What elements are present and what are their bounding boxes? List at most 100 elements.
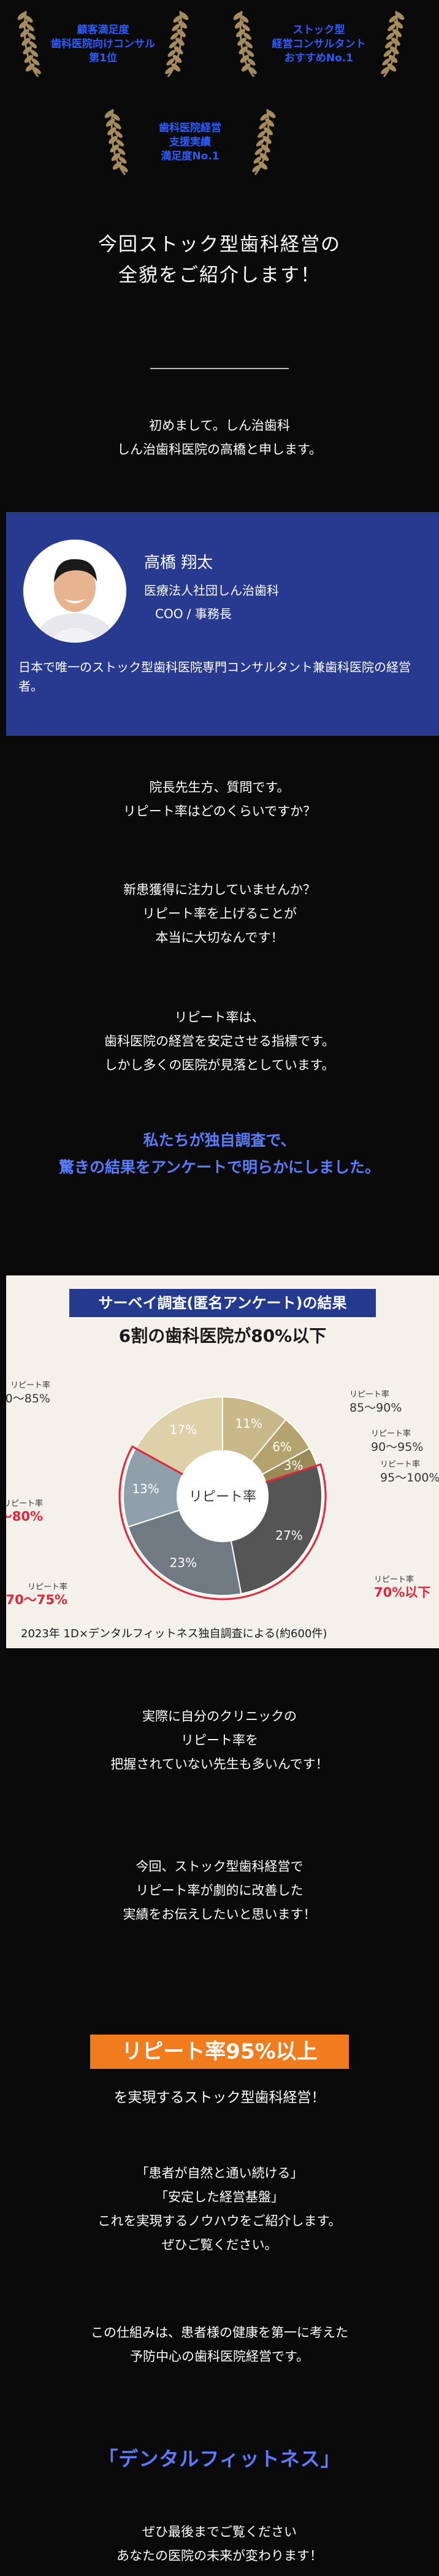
avatar [23, 540, 126, 643]
award-text: 歯科医院経営 支援実績 満足度No.1 [129, 121, 251, 164]
badge-caption: を実現するストック型歯科経営！ [113, 2090, 326, 2106]
chart-title-bg [69, 1289, 376, 1317]
awards-section: 顧客満足度 歯科医院向けコンサル 第1位 ストック型 経営コンサルタント おすす… [0, 0, 439, 196]
laurel-right-icon [163, 6, 189, 80]
slice-category-prefix: リピート率 [6, 1499, 43, 1508]
chart-subtitle: 6割の歯科医院が80%以下 [119, 1326, 327, 1346]
question-line: 本当に大切なんです！ [155, 930, 284, 945]
highlight-line: 私たちが独自調査で、 [143, 1131, 296, 1149]
laurel-left-icon [104, 104, 130, 178]
headline-line: 全貌をご紹介します！ [118, 264, 321, 286]
pie-chart: サーベイ調査(匿名アンケート)の結果 6割の歯科医院が80%以下 11%6%3%… [6, 1275, 439, 1648]
question-line: 新患獲得に注力していませんか？ [123, 882, 316, 897]
award-text: 顧客満足度 歯科医院向けコンサル 第1位 [42, 23, 164, 66]
slice-category-prefix: リピート率 [371, 1429, 411, 1439]
award-badge: 顧客満足度 歯科医院向けコンサル 第1位 [17, 0, 189, 86]
award-line: ストック型 [292, 24, 345, 36]
slice-category-prefix: リピート率 [28, 1582, 67, 1592]
intro-line: しん治歯科医院の高橋と申します。 [117, 441, 322, 457]
question-line: 院長先生方、質問です。 [149, 780, 290, 795]
slice-category-label: 70%以下 [374, 1585, 430, 1600]
question-line: リピート率を上げることが [142, 906, 297, 921]
text-block: 今回、ストック型歯科経営で リピート率が劇的に改善した 実績をお伝えしたいと思い… [0, 1855, 439, 1927]
text-line: これを実現するノウハウをご紹介します。 [97, 2213, 342, 2228]
text-line: 把握されていない先生も多いんです！ [110, 1756, 329, 1771]
chart-center-label: リピート率 [189, 1489, 256, 1505]
award-line: 顧客満足度 [77, 24, 129, 36]
award-badge: ストック型 経営コンサルタント おすすめNo.1 [233, 0, 405, 86]
text-line: リピート率が劇的に改善した [136, 1882, 303, 1898]
pie-center [177, 1451, 268, 1542]
question-block: 新患獲得に注力していませんか？ リピート率を上げることが 本当に大切なんです！ [0, 878, 439, 950]
text-line: ぜひご覧ください。 [161, 2237, 278, 2252]
text-line: ぜひ最後までご覧ください [142, 2524, 297, 2539]
slice-category-label: 90〜95% [371, 1440, 423, 1454]
laurel-left-icon [17, 6, 43, 80]
profile-description: 日本で唯一のストック型歯科医院専門コンサルタント兼歯科医院の経営者。 [18, 660, 411, 694]
question-line: リピート率はどのくらいですか？ [123, 803, 316, 819]
text-line: リピート率を [181, 1732, 258, 1748]
text-block: ぜひ最後までご覧ください あなたの医院の未来が変わります！ [0, 2520, 439, 2568]
highlight-outline [118, 1445, 327, 1600]
page-headline: 今回ストック型歯科経営の 全貌をご紹介します！ [0, 230, 439, 291]
text-line: 実際に自分のクリニックの [142, 1709, 297, 1724]
slice-category-prefix: リピート率 [349, 1389, 389, 1399]
intro-line: 初めまして。しん治歯科 [149, 418, 290, 433]
question-line: リピート率は、 [174, 1010, 265, 1025]
text-block: 実際に自分のクリニックの リピート率を 把握されていない先生も多いんです！ [0, 1705, 439, 1776]
slice-value-label: 23% [170, 1555, 197, 1570]
slice-value-label: 17% [170, 1423, 197, 1437]
text-block: この仕組みは、患者様の健康を第一に考えた 予防中心の歯科医院経営です。 [0, 2321, 439, 2369]
text-line: この仕組みは、患者様の健康を第一に考えた [91, 2325, 348, 2340]
text-line: 「安定した経営基盤」 [155, 2189, 284, 2204]
slice-category-prefix: リピート率 [10, 1380, 50, 1390]
chart-title: サーベイ調査(匿名アンケート)の結果 [99, 1294, 347, 1312]
laurel-left-icon [233, 6, 259, 80]
slice-category-label: 80〜85% [6, 1392, 50, 1405]
text-line: あなたの医院の未来が変わります！ [116, 2548, 323, 2563]
headline-line: 今回ストック型歯科経営の [98, 234, 341, 256]
question-line: しかし多くの医院が見落としています。 [104, 1057, 335, 1072]
person-icon [23, 540, 126, 643]
profile-organization: 医療法人社団しん治歯科 [144, 583, 279, 598]
slice-category-label: 95〜100% [380, 1471, 439, 1485]
slice-value-label: 6% [272, 1440, 292, 1454]
repeat-rate-badge: リピート率95%以上 [90, 2035, 349, 2069]
highlight-line: 驚きの結果をアンケートで明らかにしました。 [58, 1158, 380, 1176]
divider [150, 368, 289, 369]
chart-source: 2023年 1D×デンタルフィットネス独自調査による(約600件) [21, 1627, 327, 1640]
intro-text: 初めまして。しん治歯科 しん治歯科医院の高橋と申します。 [0, 414, 439, 462]
slice-category-label: 75〜80% [6, 1509, 43, 1524]
award-line: 第1位 [89, 52, 117, 64]
highlight-text: 私たちが独自調査で、 驚きの結果をアンケートで明らかにしました。 [0, 1127, 439, 1181]
text-line: 今回、ストック型歯科経営で [136, 1859, 303, 1874]
award-line: 歯科医院経営 [159, 122, 221, 134]
slice-category-label: 85〜90% [349, 1401, 402, 1415]
slice-value-label: 27% [275, 1528, 302, 1543]
award-line: 経営コンサルタント [272, 37, 366, 50]
award-text: ストック型 経営コンサルタント おすすめNo.1 [258, 23, 380, 66]
award-line: 支援実績 [169, 136, 211, 148]
text-line: 予防中心の歯科医院経営です。 [130, 2349, 309, 2364]
question-line: 歯科医院の経営を安定させる指標です。 [104, 1033, 335, 1049]
text-line: 「患者が自然と通い続ける」 [136, 2166, 303, 2180]
award-line: おすすめNo.1 [284, 52, 354, 64]
question-block: 院長先生方、質問です。 リピート率はどのくらいですか？ [0, 776, 439, 824]
slice-category-prefix: リピート率 [380, 1459, 420, 1469]
slice-category-label: 70〜75% [6, 1592, 67, 1607]
slice-value-label: 11% [235, 1416, 262, 1431]
laurel-right-icon [379, 6, 405, 80]
slice-value-label: 13% [132, 1481, 159, 1496]
slice-category-prefix: リピート率 [374, 1575, 414, 1584]
profile-card: 高橋 翔太 医療法人社団しん治歯科 COO / 事務長 日本で唯一のストック型歯… [6, 512, 439, 736]
award-line: 満足度No.1 [161, 150, 220, 162]
text-line: 実績をお伝えしたいと思います！ [123, 1906, 316, 1922]
award-badge: 歯科医院経営 支援実績 満足度No.1 [104, 98, 276, 184]
survey-chart: サーベイ調査(匿名アンケート)の結果 6割の歯科医院が80%以下 11% 6% 3%… [6, 1275, 439, 1648]
brand-name: 「デンタルフィットネス」 [98, 2447, 341, 2471]
text-block: 「患者が自然と通い続ける」 「安定した経営基盤」 これを実現するノウハウをご紹介… [0, 2161, 439, 2257]
profile-title: COO / 事務長 [155, 606, 232, 621]
award-line: 歯科医院向けコンサル [51, 37, 155, 50]
laurel-right-icon [250, 104, 276, 178]
profile-name: 高橋 翔太 [144, 554, 213, 572]
